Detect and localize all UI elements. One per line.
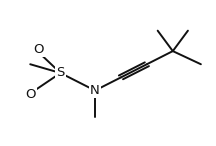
Text: O: O bbox=[25, 88, 35, 101]
Text: O: O bbox=[34, 43, 44, 56]
Text: S: S bbox=[56, 66, 65, 80]
Text: N: N bbox=[90, 84, 100, 97]
